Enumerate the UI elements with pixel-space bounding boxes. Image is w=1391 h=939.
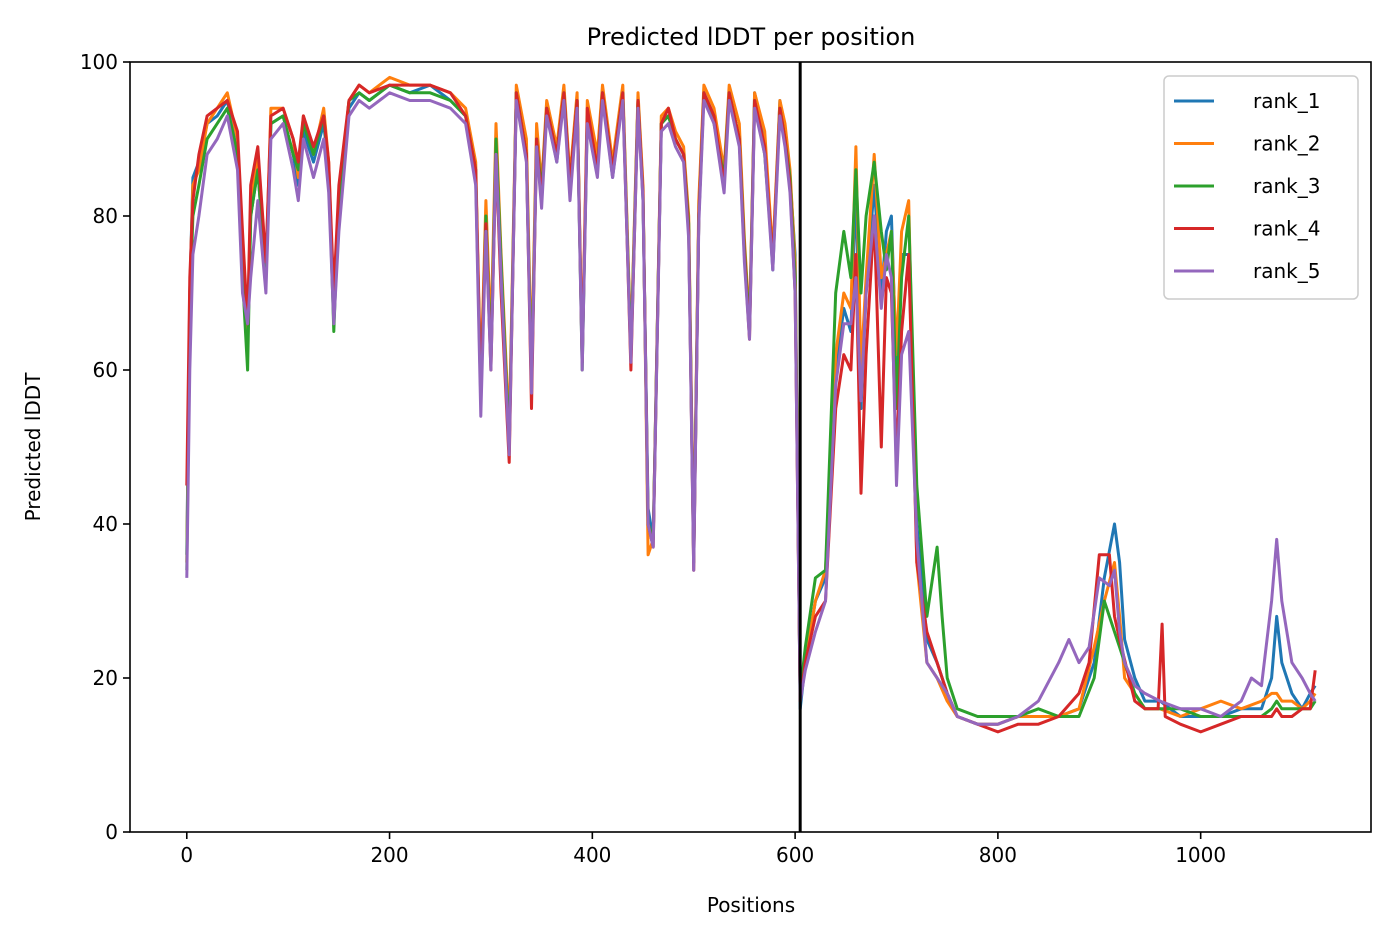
y-tick-label: 100 (80, 50, 118, 74)
plot-series-layer (185, 75, 1317, 734)
x-tick-label: 600 (776, 843, 814, 867)
x-tick-label: 800 (979, 843, 1017, 867)
legend-label-rank-5: rank_5 (1253, 259, 1320, 283)
x-axis-label: Positions (707, 893, 795, 917)
y-tick-label: 0 (105, 820, 118, 844)
x-tick-label: 400 (573, 843, 611, 867)
legend-label-rank-1: rank_1 (1253, 89, 1320, 113)
y-tick-label: 80 (93, 204, 118, 228)
x-tick-label: 200 (370, 843, 408, 867)
y-axis-label: Predicted lDDT (21, 372, 45, 522)
x-axis-ticks: 0 200 400 600 800 1000 (180, 832, 1226, 867)
legend-box (1163, 75, 1359, 300)
plot-frame (129, 61, 1372, 833)
x-tick-label: 1000 (1175, 843, 1226, 867)
y-tick-label: 40 (93, 512, 118, 536)
legend-label-rank-4: rank_4 (1253, 217, 1320, 241)
chart-legend: rank_1 rank_2 rank_3 rank_4 rank_5 (1163, 75, 1359, 300)
y-tick-label: 60 (93, 358, 118, 382)
y-tick-label: 20 (93, 666, 118, 690)
legend-label-rank-3: rank_3 (1253, 174, 1320, 198)
legend-label-rank-2: rank_2 (1253, 132, 1320, 156)
chart-title: Predicted lDDT per position (587, 23, 916, 51)
y-axis-ticks: 0 20 40 60 80 100 (80, 50, 130, 844)
series-line-rank-5 (185, 91, 1317, 726)
x-tick-label: 0 (180, 843, 193, 867)
